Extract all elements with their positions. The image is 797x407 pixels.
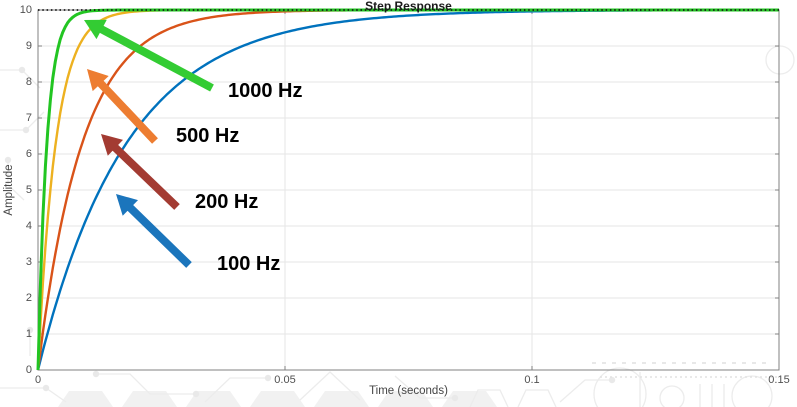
x-tick-005: 0.05 <box>274 374 296 386</box>
annotation-label-1000hz: 1000 Hz <box>228 80 303 102</box>
y-tick-5: 5 <box>25 184 32 196</box>
annotation-label-200hz: 200 Hz <box>195 191 259 213</box>
x-axis-label: Time (seconds) <box>369 385 448 397</box>
y-tick-8: 8 <box>25 76 32 88</box>
chart-title: Step Response <box>365 0 452 13</box>
y-tick-6: 6 <box>25 148 32 160</box>
y-tick-1: 1 <box>25 328 32 340</box>
y-tick-4: 4 <box>25 220 32 232</box>
x-tick-015: 0.15 <box>768 374 790 386</box>
y-tick-3: 3 <box>25 256 32 268</box>
y-tick-2: 2 <box>25 292 32 304</box>
x-tick-0: 0 <box>34 374 42 386</box>
y-tick-9: 9 <box>25 40 32 52</box>
y-tick-7: 7 <box>25 112 32 124</box>
annotation-label-100hz: 100 Hz <box>217 253 281 275</box>
annotation-label-500hz: 500 Hz <box>176 125 240 147</box>
y-tick-0: 0 <box>25 364 32 376</box>
x-tick-01: 0.1 <box>524 374 540 386</box>
y-tick-10: 10 <box>19 4 32 16</box>
